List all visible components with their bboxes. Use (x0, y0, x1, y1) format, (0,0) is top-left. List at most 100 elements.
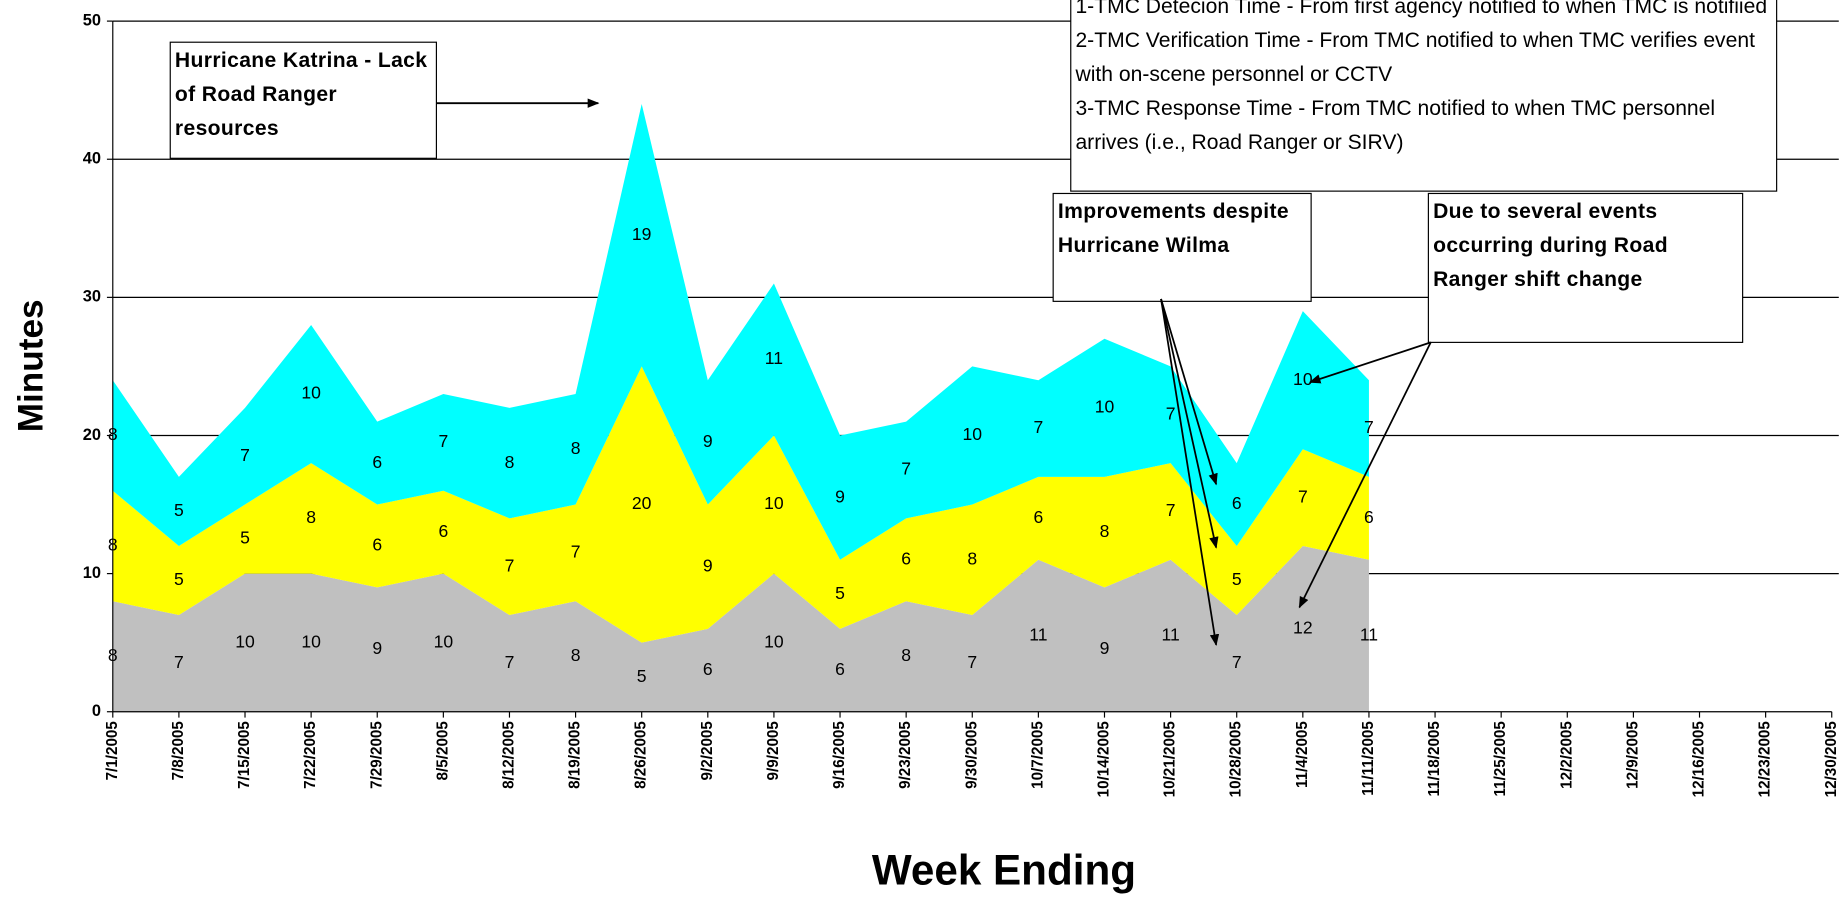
data-label: 5 (240, 528, 250, 548)
y-tick-label: 0 (92, 702, 101, 720)
data-label: 6 (372, 535, 382, 555)
x-tick-label: 9/2/2005 (699, 721, 716, 781)
data-label: 10 (235, 631, 255, 651)
x-tick-label: 11/25/2005 (1492, 721, 1509, 797)
annotation-katrina-text: Hurricane Katrina - Lack of Road Ranger … (174, 48, 428, 140)
y-tick-label: 50 (83, 11, 101, 29)
data-label: 11 (1161, 624, 1179, 644)
data-label: 5 (174, 569, 184, 589)
arrow (1308, 341, 1432, 384)
data-label: 5 (174, 500, 184, 520)
x-tick-label: 10/21/2005 (1162, 721, 1179, 798)
data-label: 8 (571, 438, 581, 458)
area-1 (112, 366, 1369, 643)
y-axis-title: Minutes (11, 299, 50, 432)
data-label: 10 (301, 383, 321, 403)
x-tick-label: 7/8/2005 (170, 721, 187, 781)
x-tick-label: 7/1/2005 (104, 721, 121, 781)
data-label: 8 (967, 548, 977, 568)
x-tick-label: 11/11/2005 (1360, 721, 1377, 796)
area-0 (112, 545, 1369, 712)
data-label: 7 (967, 652, 977, 672)
data-label: 10 (434, 631, 454, 651)
data-label: 10 (764, 631, 784, 651)
annotation-shift-text: Due to several events occurring during R… (1433, 199, 1668, 291)
y-tick-label: 20 (83, 426, 101, 444)
data-label: 9 (372, 638, 382, 658)
data-label: 7 (438, 431, 448, 451)
y-tick-label: 10 (83, 564, 101, 582)
arrow (1160, 298, 1218, 486)
data-label: 7 (571, 542, 581, 562)
data-label: 8 (901, 645, 911, 665)
data-label: 6 (372, 452, 382, 472)
data-label: 5 (1232, 569, 1242, 589)
data-label: 7 (901, 459, 911, 479)
x-tick-label: 12/30/2005 (1823, 721, 1839, 798)
x-tick-label: 8/12/2005 (500, 721, 517, 789)
data-label: 7 (505, 555, 515, 575)
legend-frame (1070, 0, 1778, 192)
data-label: 7 (1166, 403, 1176, 423)
data-label: 9 (1100, 638, 1110, 658)
x-tick-label: 12/9/2005 (1624, 721, 1641, 789)
arrow (1298, 341, 1432, 609)
annotation-katrina: Hurricane Katrina - Lack of Road Ranger … (174, 48, 428, 140)
x-tick-label: 9/16/2005 (831, 721, 848, 789)
y-tick-label: 40 (83, 150, 101, 168)
data-label: 10 (1095, 397, 1115, 417)
data-label: 9 (703, 431, 713, 451)
x-tick-label: 9/30/2005 (963, 721, 980, 789)
arrow (1160, 298, 1220, 647)
x-tick-label: 7/22/2005 (302, 721, 319, 789)
data-label: 7 (1166, 500, 1176, 520)
data-label: 7 (1232, 652, 1242, 672)
annotation-wilma: Improvements despite Hurricane Wilma (1057, 199, 1289, 257)
annotation-shift: Due to several events occurring during R… (1433, 199, 1668, 291)
data-label: 10 (962, 424, 982, 444)
data-label: 7 (505, 652, 515, 672)
data-label: 6 (438, 521, 448, 541)
data-label: 8 (505, 452, 515, 472)
x-tick-label: 12/16/2005 (1691, 721, 1708, 798)
annotation-wilma-frame (1052, 192, 1312, 302)
x-tick-label: 8/26/2005 (633, 721, 650, 789)
data-label: 8 (306, 507, 316, 527)
data-label: 11 (765, 348, 783, 368)
data-label: 11 (1029, 624, 1047, 644)
y-tick-label: 30 (83, 288, 101, 306)
data-label: 5 (637, 666, 647, 686)
data-label: 7 (240, 445, 250, 465)
x-tick-label: 8/19/2005 (567, 721, 584, 789)
data-label: 12 (1293, 618, 1313, 638)
x-axis-title: Week Ending (872, 847, 1136, 894)
x-tick-label: 7/29/2005 (368, 721, 385, 789)
data-label: 9 (703, 555, 713, 575)
x-tick-label: 11/18/2005 (1426, 721, 1443, 797)
legend-text: 1-TMC Detecion Time - From first agency … (1075, 0, 1768, 18)
data-label: 9 (835, 486, 845, 506)
data-label: 6 (1033, 507, 1043, 527)
data-label: 7 (174, 652, 184, 672)
data-label: 20 (632, 493, 652, 513)
legend-text: 2-TMC Verification Time - From TMC notif… (1075, 28, 1755, 86)
annotation-wilma-text: Improvements despite Hurricane Wilma (1057, 199, 1289, 257)
legend-text: 3-TMC Response Time - From TMC notified … (1075, 96, 1716, 154)
data-label: 11 (1360, 624, 1378, 644)
arrow (1160, 298, 1219, 549)
data-label: 8 (571, 645, 581, 665)
data-label: 7 (1364, 417, 1374, 437)
x-tick-label: 10/28/2005 (1228, 721, 1245, 798)
x-tick-label: 8/5/2005 (434, 721, 451, 781)
data-label: 8 (1100, 521, 1110, 541)
data-label: 10 (1293, 369, 1313, 389)
x-tick-label: 10/7/2005 (1029, 721, 1046, 789)
x-tick-label: 9/23/2005 (897, 721, 914, 789)
data-label: 6 (901, 548, 911, 568)
data-label: 5 (835, 583, 845, 603)
annotation-shift-frame (1427, 192, 1744, 343)
data-label: 6 (703, 659, 713, 679)
x-tick-label: 7/15/2005 (236, 721, 253, 789)
x-tick-label: 11/4/2005 (1294, 721, 1311, 788)
